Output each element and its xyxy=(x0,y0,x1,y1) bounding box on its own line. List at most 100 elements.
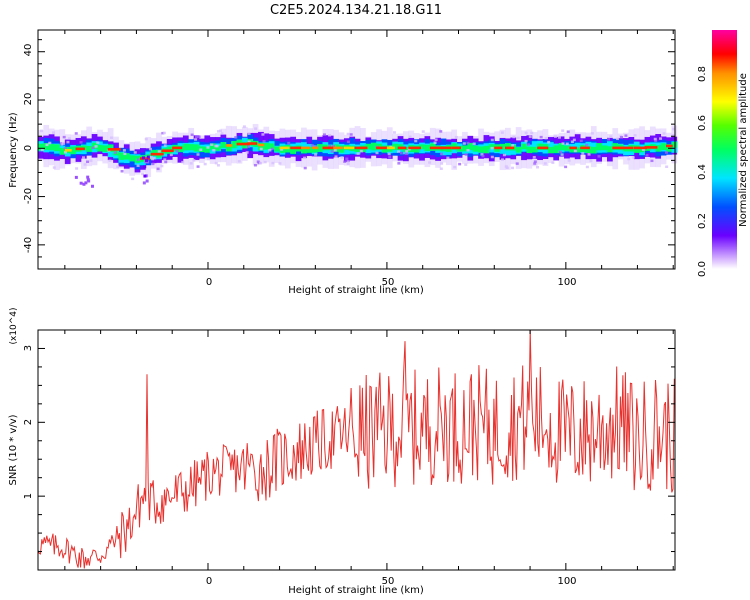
ridge-speckle xyxy=(645,154,649,157)
ridge-speckle xyxy=(206,146,210,149)
ridge-drip xyxy=(142,181,146,185)
ridge-inner xyxy=(564,145,570,151)
ridge-mid xyxy=(301,142,307,151)
snr-xlabel: Height of straight line (km) xyxy=(288,585,424,596)
ridge-inner xyxy=(70,146,76,155)
ridge-speckle xyxy=(144,137,148,141)
ridge-core xyxy=(333,146,344,150)
ridge-speckle xyxy=(665,165,669,168)
ridge-core xyxy=(569,146,577,150)
ridge-speckle xyxy=(75,167,79,170)
spectrogram-ytick-neg40: -40 xyxy=(23,237,34,253)
ridge-inner xyxy=(607,146,613,153)
ridge-speckle xyxy=(619,136,623,139)
ridge-speckle xyxy=(511,166,515,170)
ridge-speckle xyxy=(96,141,100,144)
ridge-inner xyxy=(129,155,135,162)
ridge-speckle xyxy=(472,142,476,146)
ridge-speckle xyxy=(310,144,314,147)
ridge-speckle xyxy=(392,131,396,134)
ridge-speckle xyxy=(218,129,222,133)
ridge-speckle xyxy=(585,143,589,147)
ridge-inner xyxy=(188,144,195,151)
ridge-speckle xyxy=(136,164,140,167)
ridge-inner xyxy=(365,143,372,150)
ridge-inner xyxy=(311,147,318,153)
ridge-drip xyxy=(79,181,83,185)
ridge-speckle xyxy=(407,147,411,151)
spectrogram-xtick-0: 0 xyxy=(206,277,212,288)
ridge-speckle xyxy=(421,130,425,133)
ridge-speckle xyxy=(263,160,267,164)
ridge-speckle xyxy=(512,135,516,139)
ridge-speckle xyxy=(245,151,249,154)
ridge-speckle xyxy=(581,152,585,155)
ridge-speckle xyxy=(280,148,284,151)
ridge-drip xyxy=(82,182,86,186)
ridge-speckle xyxy=(553,135,557,138)
ridge-inner xyxy=(601,145,608,151)
ridge-speckle xyxy=(464,163,468,166)
ridge-speckle xyxy=(314,153,318,156)
ridge-speckle xyxy=(259,147,263,151)
ridge-speckle xyxy=(464,153,468,156)
ridge-speckle xyxy=(490,138,494,142)
spectrogram-panel: 0 50 100 Height of straight line (km) 40… xyxy=(8,29,678,296)
ridge-speckle xyxy=(192,159,196,162)
ridge-speckle xyxy=(609,135,613,138)
ridge-core xyxy=(505,146,515,150)
ridge-speckle xyxy=(116,165,120,169)
ridge-speckle xyxy=(505,166,509,170)
colorbar-tick-0.6: 0.6 xyxy=(697,115,708,131)
ridge-core xyxy=(343,146,354,150)
ridge-speckle xyxy=(579,139,583,143)
ridge-core xyxy=(494,146,503,150)
ridge-speckle xyxy=(334,155,338,158)
ridge-speckle xyxy=(163,144,167,147)
ridge-speckle xyxy=(528,135,532,138)
ridge-speckle xyxy=(257,161,261,165)
ridge-speckle xyxy=(589,159,593,163)
ridge-speckle xyxy=(346,132,350,136)
ridge-inner xyxy=(215,146,221,151)
ridge-speckle xyxy=(164,160,168,164)
ridge-speckle xyxy=(48,141,52,145)
ridge-speckle xyxy=(256,160,260,163)
ridge-inner xyxy=(306,146,313,153)
ridge-inner xyxy=(472,145,479,152)
ridge-speckle xyxy=(160,164,164,168)
ridge-speckle xyxy=(615,137,619,141)
ridge-speckle xyxy=(60,143,64,146)
ridge-speckle xyxy=(397,162,401,165)
ridge-speckle xyxy=(133,151,137,154)
ridge-drip xyxy=(143,174,147,178)
ridge-speckle xyxy=(254,127,258,130)
ridge-inner xyxy=(451,143,458,150)
ridge-speckle xyxy=(560,153,564,156)
ridge-drip xyxy=(146,155,150,159)
ridge-speckle xyxy=(458,162,462,166)
ridge-speckle xyxy=(439,152,443,156)
ridge-speckle xyxy=(52,131,56,134)
ridge-core xyxy=(107,148,121,151)
ridge-speckle xyxy=(242,125,246,128)
ridge-speckle xyxy=(567,159,571,162)
ridge-speckle xyxy=(216,164,220,167)
ridge-speckle xyxy=(212,148,216,152)
ridge-speckle xyxy=(214,161,218,165)
ridge-inner xyxy=(97,144,103,152)
ridge-speckle xyxy=(397,150,401,153)
ridge-core xyxy=(666,144,673,148)
ridge-speckle xyxy=(253,163,257,167)
ridge-speckle xyxy=(203,162,207,166)
ridge-speckle xyxy=(163,158,167,161)
ridge-speckle xyxy=(399,151,403,155)
ridge-speckle xyxy=(237,160,241,163)
spectrogram-xtick-100: 100 xyxy=(557,277,576,288)
ridge-speckle xyxy=(653,137,657,141)
colorbar-label: Normalized spectral amplitude xyxy=(738,73,749,227)
ridge-core xyxy=(75,147,85,151)
ridge-speckle xyxy=(530,131,534,135)
ridge-speckle xyxy=(659,137,663,140)
ridge-speckle xyxy=(149,156,153,159)
